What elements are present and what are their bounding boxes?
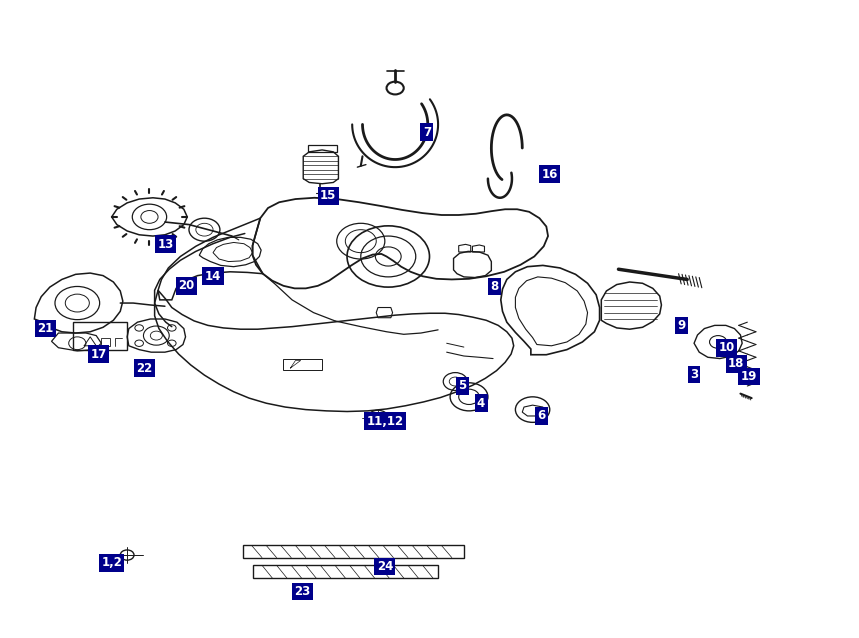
Text: 15: 15: [320, 189, 337, 202]
Text: 11,12: 11,12: [366, 415, 404, 427]
Text: 18: 18: [728, 357, 745, 370]
Text: 10: 10: [719, 341, 734, 354]
Text: 21: 21: [38, 322, 53, 335]
Text: 14: 14: [204, 270, 222, 283]
Text: 24: 24: [376, 560, 393, 573]
Text: 1,2: 1,2: [101, 556, 122, 569]
Text: 17: 17: [91, 348, 107, 360]
Text: 7: 7: [423, 126, 431, 138]
Text: 9: 9: [677, 319, 685, 332]
Text: 8: 8: [490, 280, 499, 293]
Text: 16: 16: [541, 168, 558, 181]
Text: 6: 6: [537, 410, 545, 422]
Text: 3: 3: [690, 368, 698, 381]
Text: 23: 23: [295, 585, 310, 598]
Text: 22: 22: [137, 362, 152, 375]
Text: 13: 13: [158, 238, 174, 251]
Text: 19: 19: [740, 370, 758, 383]
Text: 5: 5: [458, 380, 466, 392]
Text: 4: 4: [477, 397, 485, 410]
Text: 20: 20: [179, 279, 194, 292]
